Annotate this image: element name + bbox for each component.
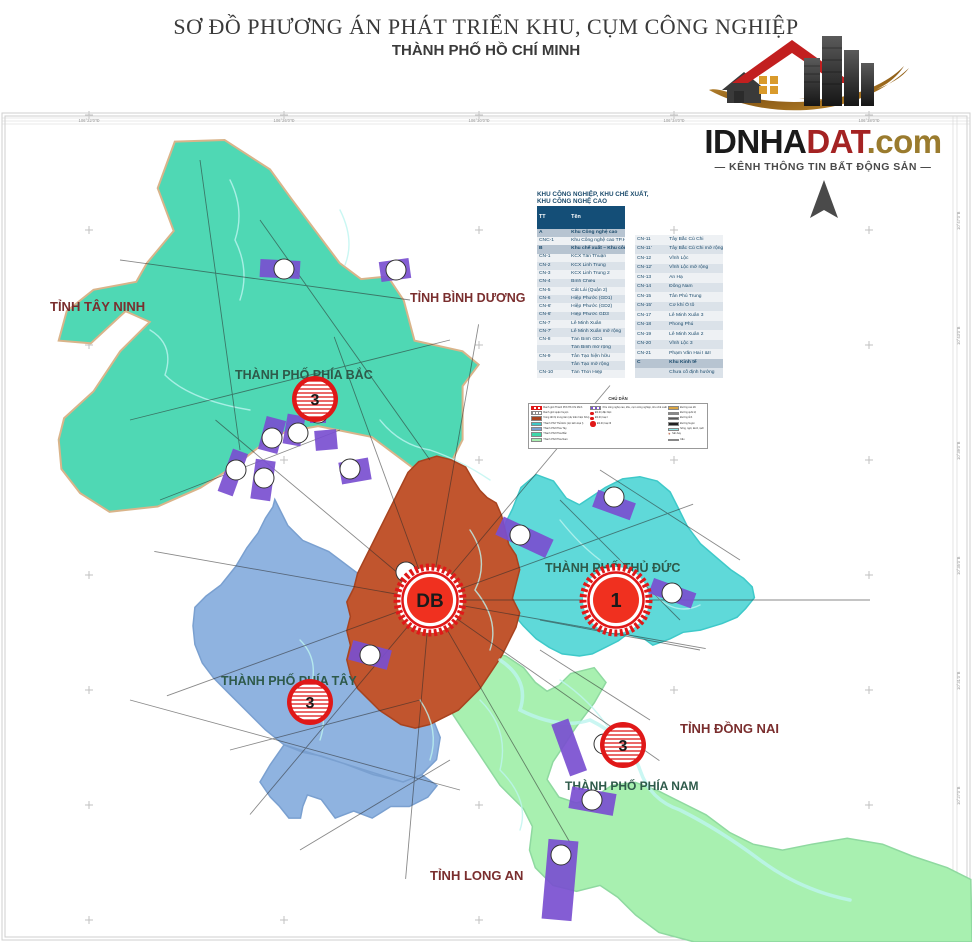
- svg-text:106°26'0"Đ: 106°26'0"Đ: [274, 118, 295, 123]
- svg-text:10°35'0"B: 10°35'0"B: [956, 556, 961, 575]
- svg-text:10°39'0"B: 10°39'0"B: [956, 441, 961, 460]
- svg-text:10°47'0"B: 10°47'0"B: [956, 211, 961, 230]
- svg-text:TỈNH TÂY NINH: TỈNH TÂY NINH: [50, 299, 145, 314]
- svg-text:3: 3: [619, 738, 628, 755]
- svg-text:10°31'0"B: 10°31'0"B: [956, 671, 961, 690]
- svg-text:3: 3: [311, 392, 320, 409]
- svg-text:106°22'0"Đ: 106°22'0"Đ: [79, 118, 100, 123]
- svg-text:TỈNH LONG AN: TỈNH LONG AN: [430, 868, 523, 883]
- svg-text:THÀNH PHỐ PHÍA TÂY: THÀNH PHỐ PHÍA TÂY: [221, 673, 357, 688]
- svg-text:DB: DB: [416, 591, 443, 612]
- svg-text:106°30'0"Đ: 106°30'0"Đ: [469, 118, 490, 123]
- svg-text:106°34'0"Đ: 106°34'0"Đ: [664, 118, 685, 123]
- svg-text:10°27'0"B: 10°27'0"B: [956, 786, 961, 805]
- svg-text:3: 3: [306, 695, 315, 712]
- svg-text:1: 1: [610, 590, 621, 612]
- svg-text:TỈNH ĐỒNG NAI: TỈNH ĐỒNG NAI: [680, 721, 779, 736]
- svg-text:TỈNH BÌNH DƯƠNG: TỈNH BÌNH DƯƠNG: [410, 290, 525, 305]
- svg-text:10°43'0"B: 10°43'0"B: [956, 326, 961, 345]
